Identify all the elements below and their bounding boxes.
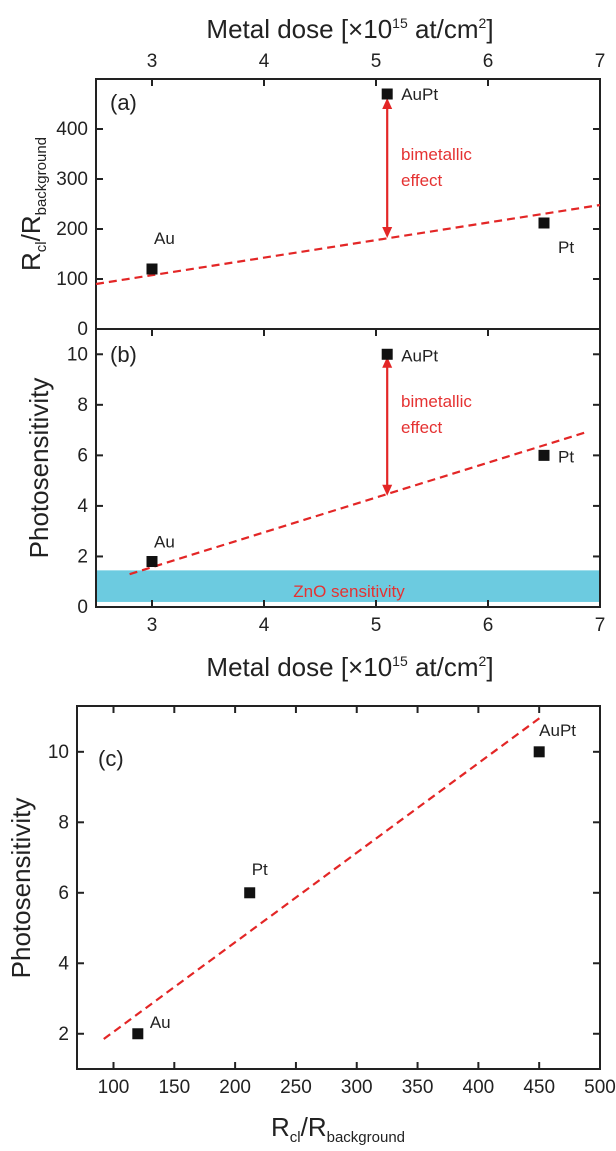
panel-a-top-xtick-label: 4 xyxy=(259,51,270,72)
panel-b-marker-au xyxy=(146,556,158,568)
panel-c-ytick-label: 4 xyxy=(58,953,69,974)
panel-a-ytick-label: 400 xyxy=(56,119,88,140)
panel-a-top-xtick-label: 3 xyxy=(147,51,158,72)
panel-b-xtick-label: 3 xyxy=(147,615,158,636)
panel-b-marker-pt xyxy=(538,449,550,461)
panel-b-xtick-label: 6 xyxy=(483,615,494,636)
panel-c-xtick-label: 150 xyxy=(158,1077,190,1098)
panel-b-ytick-label: 4 xyxy=(77,496,88,517)
panel-c-xtick-label: 100 xyxy=(98,1077,130,1098)
panel-c-xtick-label: 450 xyxy=(523,1077,555,1098)
panel-b-xtick-label: 7 xyxy=(595,615,606,636)
panel-b-xtick-label: 4 xyxy=(259,615,270,636)
panel-b-tag: (b) xyxy=(110,342,137,367)
panel-c-xtick-label: 300 xyxy=(341,1077,373,1098)
panel-a-ytick-label: 300 xyxy=(56,169,88,190)
panel-b-x-axis-label: Metal dose [×1015 at/cm2] xyxy=(206,652,493,682)
panel-a-top-xtick-label: 5 xyxy=(371,51,382,72)
panel-c-y-axis-label: Photosensitivity xyxy=(6,798,36,979)
panel-c-frame xyxy=(76,705,601,1070)
panel-c-xtick-label: 250 xyxy=(280,1077,312,1098)
panel-c-fit-line xyxy=(103,715,543,1040)
panel-c-ytick-label: 8 xyxy=(58,812,69,833)
panel-b-ytick-label: 0 xyxy=(77,597,88,618)
panel-b-ytick-label: 6 xyxy=(77,445,88,466)
panel-c-ytick-label: 2 xyxy=(58,1024,69,1045)
panel-b-annotation-line1: bimetallic xyxy=(401,392,472,411)
panel-c-xtick-label: 400 xyxy=(463,1077,495,1098)
panel-a-label-au: Au xyxy=(154,229,175,248)
panel-a-ticks: 3 4 5 6 7 0 100 200 300 400 xyxy=(56,51,605,340)
panel-b-xtick-label: 5 xyxy=(371,615,382,636)
panel-b-frame xyxy=(95,328,601,608)
panel-a-top-xtick-label: 7 xyxy=(595,51,606,72)
panel-b-fit-line xyxy=(129,430,590,576)
panel-a-fit-line xyxy=(95,203,601,286)
panel-b-band-label: ZnO sensitivity xyxy=(293,582,405,601)
panel-c-marker-aupt xyxy=(533,746,545,758)
panel-a-frame xyxy=(95,78,601,330)
panel-b-ytick-label: 10 xyxy=(67,344,88,365)
panel-a-ytick-label: 200 xyxy=(56,219,88,240)
panel-a-marker-pt xyxy=(538,217,550,229)
panel-b-ytick-label: 8 xyxy=(77,395,88,416)
panel-c-xtick-label: 200 xyxy=(219,1077,251,1098)
panel-c-xtick-label: 500 xyxy=(584,1077,616,1098)
panel-c-marker-pt xyxy=(244,887,256,899)
panel-a-ytick-label: 0 xyxy=(77,319,88,340)
panel-c-label-au: Au xyxy=(150,1013,171,1032)
panel-c-ytick-label: 6 xyxy=(58,883,69,904)
panel-a-label-aupt: AuPt xyxy=(401,85,438,104)
panel-b-annotation-line2: effect xyxy=(401,418,443,437)
panel-b-label-aupt: AuPt xyxy=(401,346,438,365)
panel-c-ytick-label: 10 xyxy=(48,742,69,763)
panel-a-y-axis-label: Rcl/Rbackground xyxy=(16,137,50,271)
panel-a-arrow-head-bottom xyxy=(382,227,393,238)
panel-c-label-aupt: AuPt xyxy=(539,721,576,740)
panel-a-marker-au xyxy=(146,263,158,275)
panel-b-marker-aupt xyxy=(381,348,393,360)
panel-b-arrow-head-bottom xyxy=(382,484,393,496)
panel-a-marker-aupt xyxy=(381,88,393,100)
panel-a-arrow-head-top xyxy=(382,98,393,109)
panel-b-zno-band xyxy=(97,570,599,602)
panel-c-x-axis-label: Rcl/Rbackground xyxy=(271,1112,405,1146)
panel-a-tag: (a) xyxy=(110,90,137,115)
panel-c-marker-au xyxy=(132,1028,144,1040)
panel-c-xtick-label: 350 xyxy=(402,1077,434,1098)
panel-b-ticks: 3 4 5 6 7 0 2 4 6 8 10 xyxy=(67,329,605,636)
panel-c-label-pt: Pt xyxy=(252,860,268,879)
panel-a-annotation-line1: bimetallic xyxy=(401,145,472,164)
panel-b-ytick-label: 2 xyxy=(77,546,88,567)
panel-c-ticks: 100 150 200 250 300 350 400 450 500 2 4 6 8 10 xyxy=(48,706,616,1098)
panel-b-arrow-head-top xyxy=(382,356,393,368)
panel-a: 3 4 5 6 7 0 100 200 300 400 Au AuPt Pt bimetallic… xyxy=(16,51,605,340)
panel-a-ytick-label: 100 xyxy=(56,269,88,290)
panel-b-label-pt: Pt xyxy=(558,447,574,466)
panel-c-tag: (c) xyxy=(98,746,124,771)
panel-b-y-axis-label: Photosensitivity xyxy=(24,378,54,559)
panel-a-annotation-line2: effect xyxy=(401,171,443,190)
top-x-axis-label: Metal dose [×1015 at/cm2] xyxy=(206,14,493,44)
panel-b-label-au: Au xyxy=(154,533,175,552)
panel-a-label-pt: Pt xyxy=(558,238,574,257)
panel-a-top-xtick-label: 6 xyxy=(483,51,494,72)
